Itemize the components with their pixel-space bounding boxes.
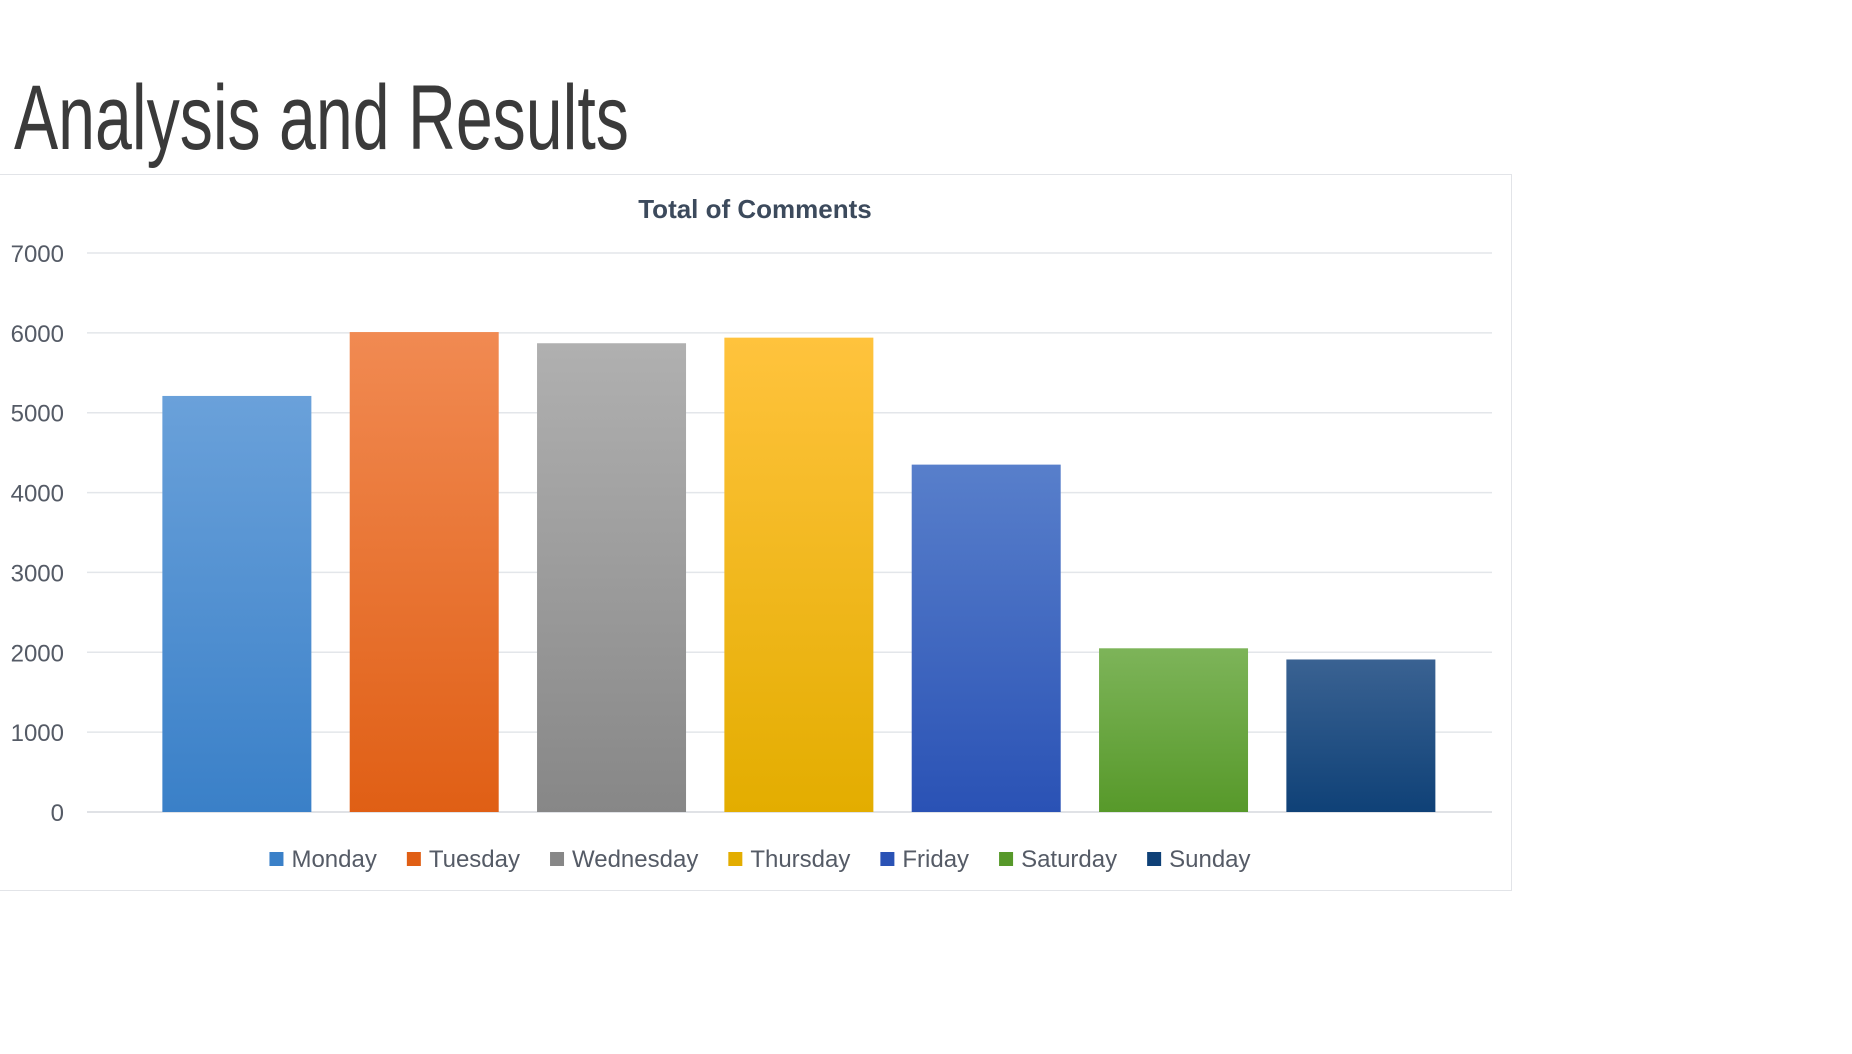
bar-thursday: [724, 337, 874, 812]
y-tick-label: 5000: [11, 401, 64, 428]
bar-saturday: [1099, 648, 1249, 812]
y-axis-ticks: 0 1000 2000 3000 4000 5000 6000 7000: [11, 241, 64, 827]
chart-title: Total of Comments: [638, 194, 872, 224]
y-tick-label: 1000: [11, 720, 64, 747]
legend-label-saturday: Saturday: [1021, 846, 1117, 873]
legend-swatch-wednesday: [550, 852, 565, 866]
y-tick-label: 7000: [11, 241, 64, 268]
bar-monday: [162, 395, 312, 812]
y-tick-label: 6000: [11, 321, 64, 348]
bars: [162, 332, 1436, 812]
legend-label-thursday: Thursday: [750, 846, 850, 873]
legend-swatch-saturday: [999, 852, 1014, 866]
y-tick-label: 2000: [11, 640, 64, 667]
legend-swatch-sunday: [1147, 852, 1162, 866]
legend: Monday Tuesday Wednesday Thursday Friday Satu…: [269, 846, 1251, 873]
legend-swatch-tuesday: [406, 852, 421, 866]
bar-sunday: [1286, 659, 1436, 812]
bar-wednesday: [537, 343, 687, 812]
legend-label-monday: Monday: [291, 846, 376, 873]
legend-label-friday: Friday: [902, 846, 969, 873]
slide-title: Analysis and Results: [14, 67, 629, 169]
y-tick-label: 0: [51, 800, 64, 827]
legend-label-sunday: Sunday: [1169, 846, 1250, 873]
legend-swatch-thursday: [728, 852, 743, 866]
bar-friday: [911, 464, 1061, 812]
legend-label-tuesday: Tuesday: [429, 846, 520, 873]
y-tick-label: 4000: [11, 481, 64, 508]
legend-label-wednesday: Wednesday: [572, 846, 698, 873]
y-tick-label: 3000: [11, 560, 64, 587]
legend-swatch-monday: [269, 852, 284, 866]
bar-tuesday: [349, 332, 499, 812]
legend-swatch-friday: [880, 852, 895, 866]
